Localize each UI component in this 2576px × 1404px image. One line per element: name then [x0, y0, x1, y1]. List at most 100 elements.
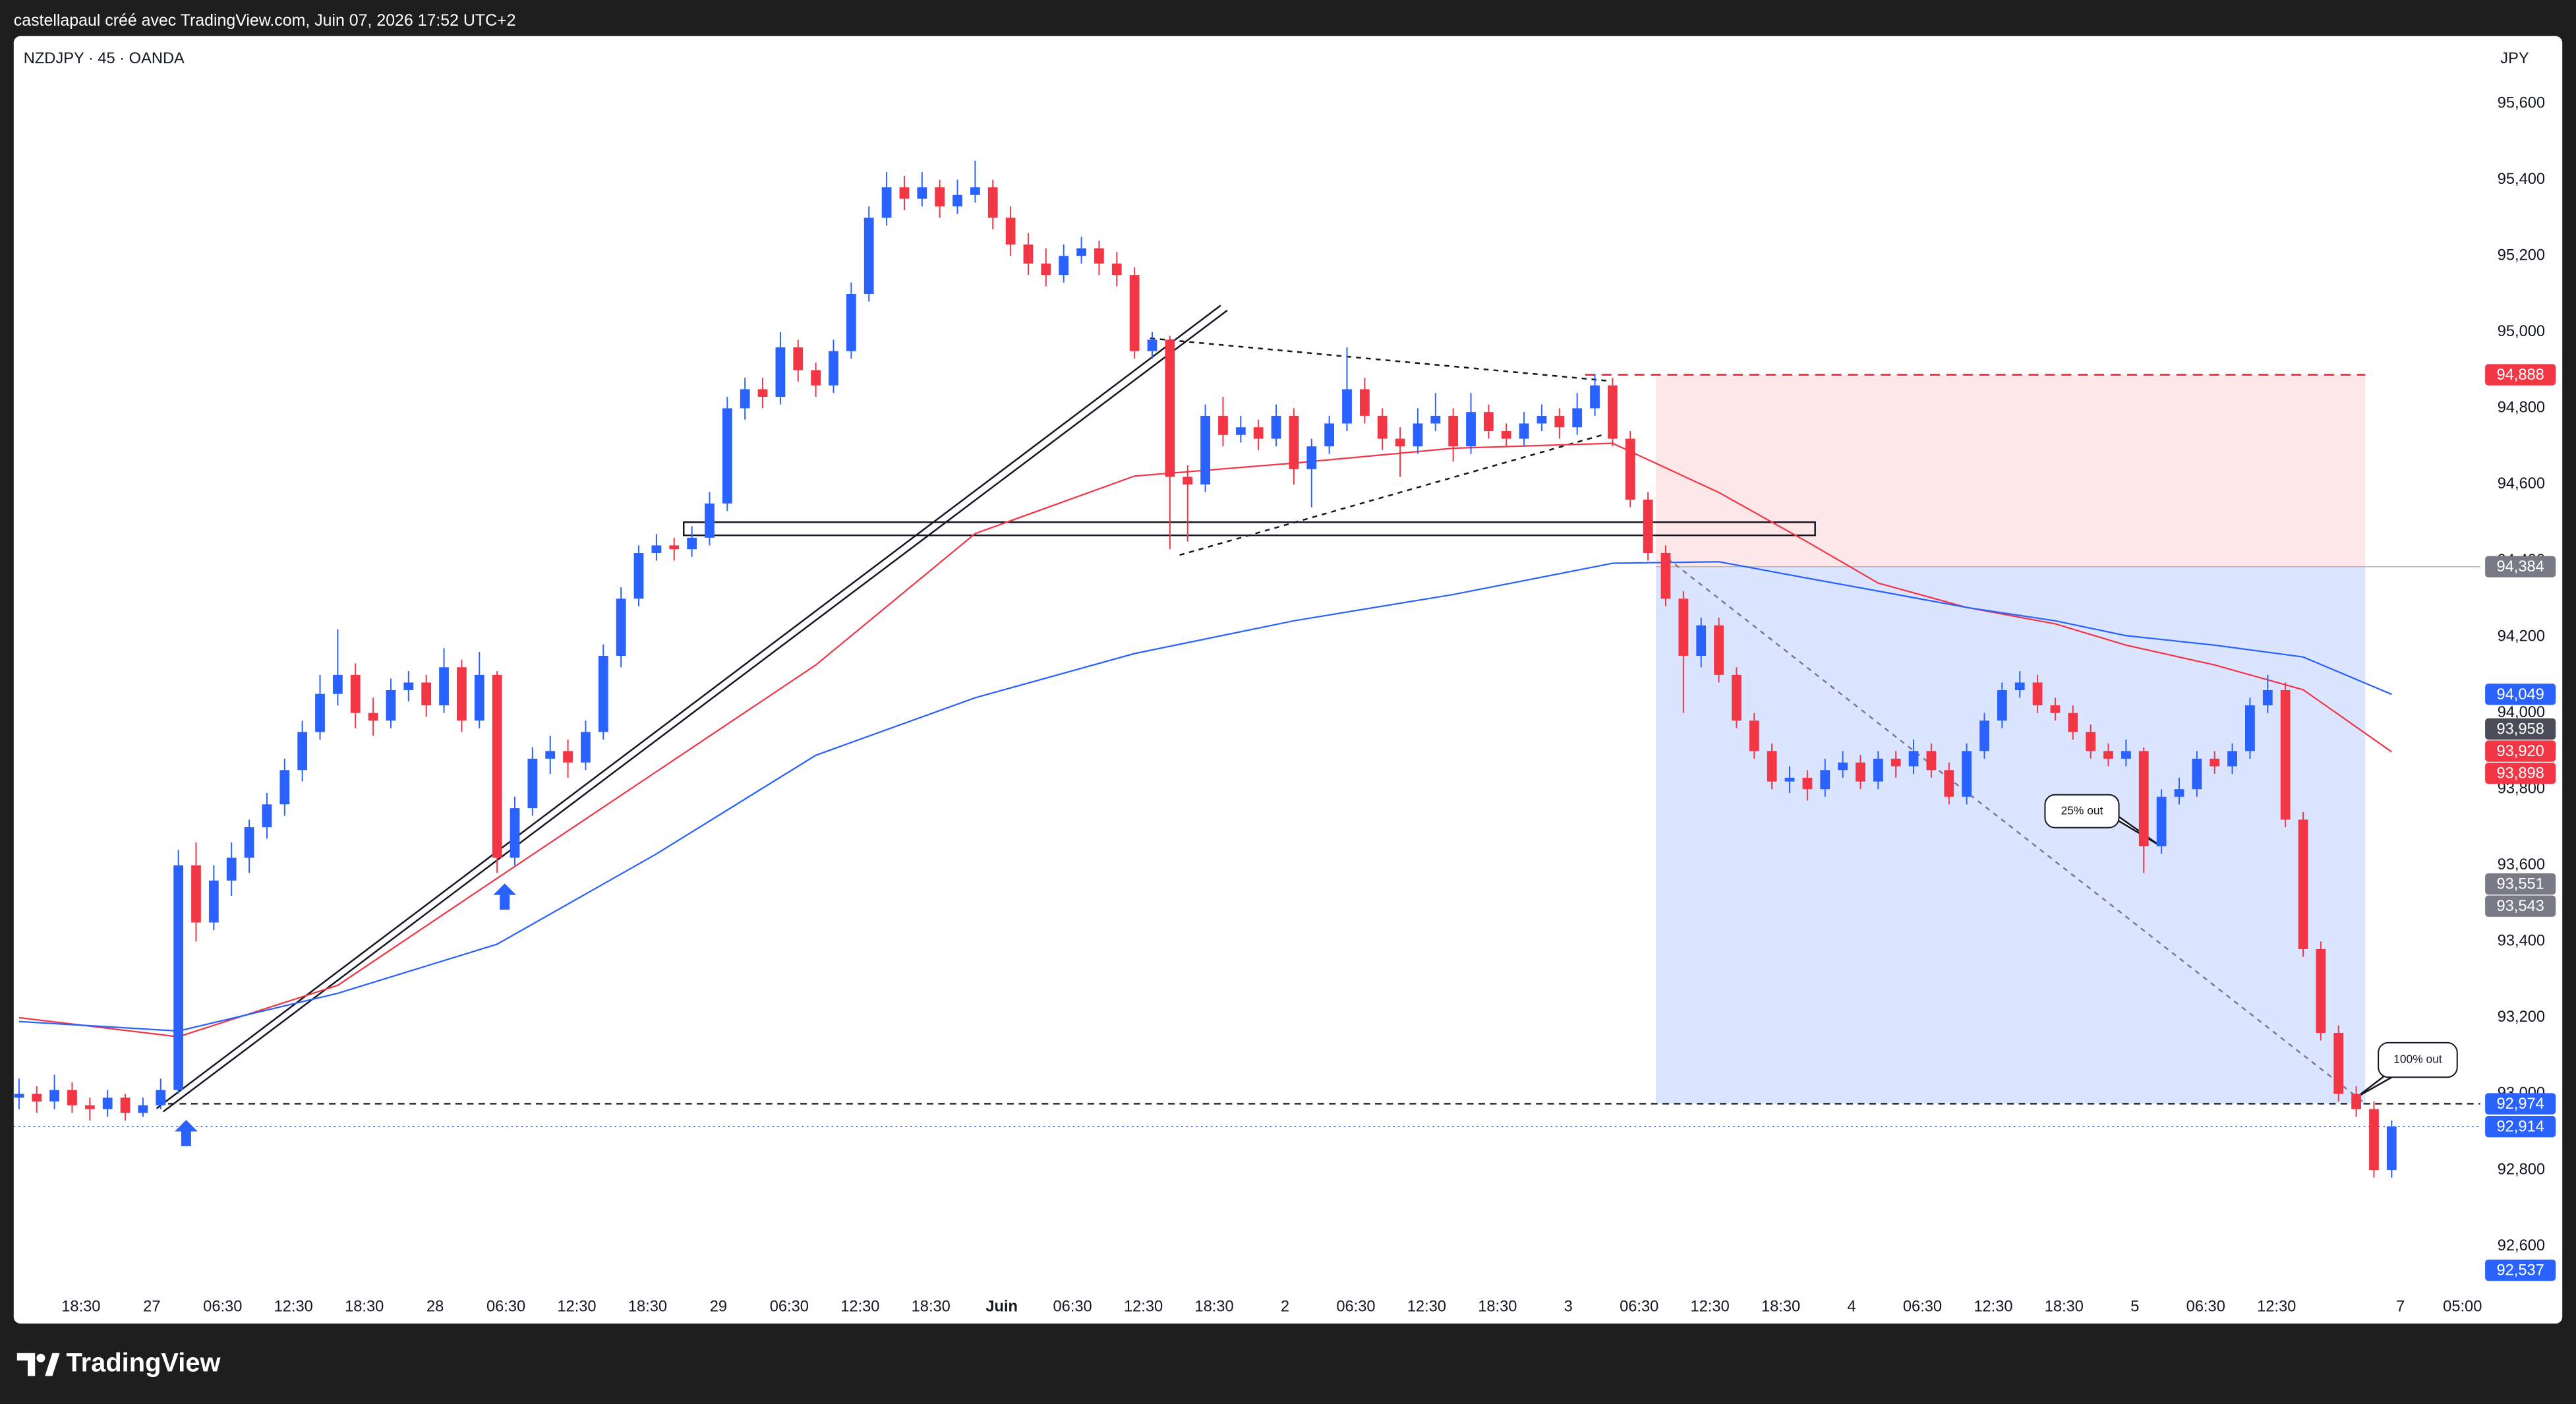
- y-tick-label: 95,400: [2498, 171, 2545, 188]
- candle-body: [846, 294, 856, 351]
- candle-body: [2386, 1126, 2397, 1171]
- x-tick-label: 12:30: [1691, 1298, 1730, 1315]
- candle-body: [616, 599, 626, 656]
- stop-zone: [1656, 374, 2366, 567]
- x-tick-label: Juin: [985, 1298, 1018, 1315]
- candle-body: [120, 1097, 131, 1113]
- callout-box: [2378, 1041, 2458, 1078]
- moving-average: [18, 561, 2392, 1032]
- candle-body: [2014, 682, 2025, 690]
- candle-body: [1111, 263, 1122, 276]
- candle-body: [1359, 389, 1370, 416]
- candle-body: [1890, 758, 1901, 767]
- candle-body: [332, 674, 343, 694]
- y-tick-label: 95,000: [2498, 323, 2545, 340]
- price-label: 92,537: [2496, 1262, 2544, 1279]
- price-label: 93,898: [2496, 765, 2544, 782]
- candle-body: [952, 194, 962, 207]
- price-label: 93,543: [2496, 898, 2544, 915]
- candle-body: [1430, 415, 1441, 424]
- candle-body: [1076, 248, 1086, 256]
- candle-body: [457, 667, 467, 721]
- candle-body: [492, 674, 502, 858]
- price-label-box: [2485, 1259, 2556, 1281]
- candle-body: [1519, 423, 1529, 439]
- y-tick-label: 92,800: [2498, 1161, 2545, 1178]
- candle-body: [581, 732, 591, 763]
- candle-body: [156, 1090, 166, 1105]
- x-tick-label: 06:30: [1336, 1298, 1375, 1315]
- brand-logo: [16, 1353, 60, 1376]
- candle-body: [757, 389, 768, 397]
- candle-body: [1200, 415, 1210, 484]
- candle-body: [1643, 500, 1653, 553]
- candle-body: [1767, 751, 1777, 782]
- x-tick-label: 2: [1281, 1298, 1289, 1315]
- candle-body: [403, 682, 414, 690]
- candle-body: [1608, 385, 1618, 439]
- candle-body: [386, 689, 396, 721]
- candle-body: [439, 667, 449, 706]
- candle-body: [1147, 339, 1157, 351]
- candle-body: [1306, 446, 1317, 469]
- candle-body: [598, 655, 608, 732]
- price-label: 94,888: [2496, 366, 2544, 384]
- price-label-box: [2485, 718, 2556, 740]
- x-tick-label: 06:30: [486, 1298, 525, 1315]
- x-tick-label: 3: [1564, 1298, 1573, 1315]
- x-tick-label: 12:30: [1974, 1298, 2012, 1315]
- x-tick-label: 28: [426, 1298, 444, 1315]
- y-tick-label: 93,200: [2498, 1009, 2545, 1026]
- candle-body: [811, 370, 821, 386]
- price-label-box: [2485, 556, 2556, 577]
- candle-body: [917, 187, 927, 199]
- target-zone: [1656, 566, 2366, 1104]
- candle-body: [1926, 751, 1937, 771]
- x-tick-label: 06:30: [770, 1298, 809, 1315]
- candle-body: [1165, 339, 1175, 477]
- candle-body: [138, 1105, 148, 1113]
- triangle-line: [1179, 434, 1602, 556]
- price-label-box: [2485, 684, 2556, 705]
- candle-body: [1483, 412, 1494, 432]
- candle-body: [1501, 431, 1511, 439]
- candle-body: [510, 808, 520, 858]
- candle-body: [1820, 770, 1830, 790]
- triangle-line: [1150, 337, 1610, 382]
- price-label: 93,958: [2496, 720, 2544, 738]
- candle-body: [262, 804, 272, 827]
- price-label-box: [2485, 740, 2556, 762]
- price-label-box: [2485, 1093, 2556, 1115]
- price-label-box: [2485, 873, 2556, 895]
- candle-body: [49, 1090, 59, 1102]
- x-tick-label: 06:30: [1053, 1298, 1092, 1315]
- candle-body: [2262, 689, 2273, 706]
- candle-body: [1856, 762, 1865, 782]
- arrow-up: [174, 1120, 198, 1146]
- x-tick-label: 18:30: [345, 1298, 384, 1315]
- candle-body: [722, 408, 732, 504]
- candle-body: [563, 751, 573, 763]
- x-tick-label: 18:30: [2045, 1298, 2084, 1315]
- candle-body: [208, 880, 219, 923]
- candle-body: [32, 1094, 42, 1102]
- brand: TradingView: [67, 1349, 221, 1378]
- candle-body: [421, 682, 432, 706]
- trendline: [156, 305, 1221, 1109]
- price-label: 92,914: [2496, 1119, 2544, 1136]
- candle-body: [1572, 408, 1583, 428]
- callout-box: [2044, 794, 2120, 829]
- candle-body: [297, 732, 308, 771]
- price-label-box: [2485, 364, 2556, 386]
- candle-body: [2068, 713, 2078, 732]
- y-tick-label: 94,600: [2498, 475, 2545, 492]
- price-label: 94,384: [2496, 558, 2544, 575]
- candle-body: [651, 545, 662, 553]
- candle-body: [1590, 385, 1600, 409]
- logo-mark: [45, 1353, 60, 1376]
- candle-body: [881, 187, 892, 218]
- candle-body: [1838, 762, 1848, 771]
